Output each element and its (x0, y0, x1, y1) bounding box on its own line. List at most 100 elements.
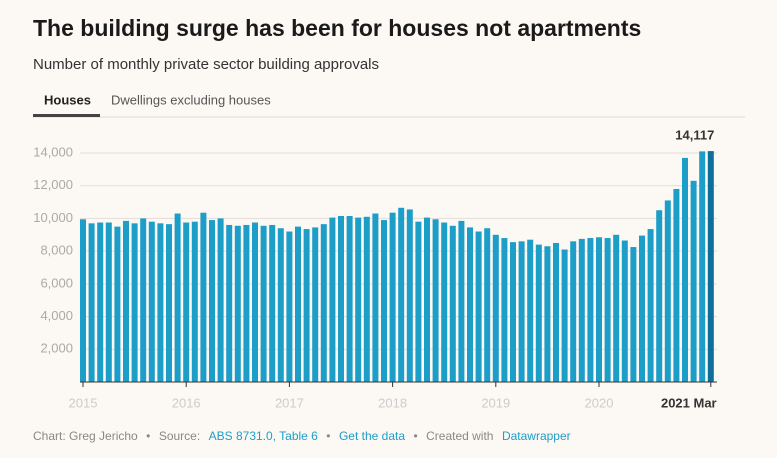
x-tick-label: 2015 (69, 395, 98, 410)
bar (105, 222, 112, 382)
bar (424, 217, 430, 382)
bar (269, 224, 276, 382)
bar (398, 207, 405, 382)
y-tick-label: 8,000 (40, 243, 73, 258)
bar (553, 242, 559, 382)
y-tick-label: 12,000 (33, 177, 73, 192)
bar (286, 231, 293, 382)
bar (630, 247, 637, 382)
value-label: 14,117 (675, 128, 714, 143)
separator: • (146, 429, 150, 443)
bar (501, 238, 508, 382)
bar (166, 224, 172, 382)
created-with: Created with (426, 429, 493, 443)
bar (518, 241, 525, 382)
bar (510, 242, 516, 382)
bar (467, 227, 473, 382)
bar (673, 188, 680, 382)
tab[interactable]: Dwellings excluding houses (111, 92, 271, 107)
bar (587, 238, 594, 382)
bar (441, 222, 448, 382)
bar (200, 212, 207, 382)
credit: Chart: Greg Jericho (33, 429, 138, 443)
bar (338, 215, 344, 382)
bar (312, 227, 319, 382)
x-tick-label: 2020 (585, 395, 614, 410)
active-tab-underline (33, 114, 100, 117)
bar (209, 220, 215, 382)
y-tick-label: 4,000 (40, 308, 73, 323)
bar (682, 157, 688, 382)
tab[interactable]: Houses (44, 92, 91, 107)
tool-link[interactable]: Datawrapper (502, 429, 571, 443)
bar (432, 219, 439, 382)
bar (123, 220, 129, 382)
source-label: Source: (159, 429, 200, 443)
bar (664, 200, 671, 382)
bar (303, 229, 310, 382)
bar (381, 220, 387, 382)
separator: • (413, 429, 417, 443)
bar (596, 237, 602, 382)
bar (415, 221, 422, 382)
bar (372, 213, 379, 382)
bar (621, 240, 628, 382)
bar (97, 222, 104, 382)
bar (174, 213, 181, 382)
bar (570, 241, 577, 382)
source-link[interactable]: ABS 8731.0, Table 6 (209, 429, 319, 443)
x-tick-label: 2021 Mar (661, 395, 717, 410)
bar (475, 231, 482, 382)
plot-area: 2,000 4,000 6,000 8,000 10,000 12,000 14,000 20… (33, 128, 717, 410)
bar (243, 224, 250, 382)
bar (544, 246, 551, 382)
bar (234, 225, 241, 382)
bar (604, 238, 611, 382)
bar (690, 180, 697, 382)
x-tick-label: 2018 (378, 395, 407, 410)
footer: Chart: Greg Jericho • Source: ABS 8731.0… (33, 428, 571, 445)
y-tick-label: 10,000 (33, 210, 73, 225)
bar (252, 222, 258, 382)
bar (656, 210, 663, 382)
bar (157, 223, 164, 382)
bar (639, 235, 645, 382)
bar (449, 225, 456, 382)
bar (492, 234, 499, 382)
bar (484, 228, 491, 382)
bar (183, 222, 190, 382)
bar (363, 216, 370, 382)
bar (355, 217, 362, 382)
bar (458, 220, 465, 382)
x-tick-label: 2016 (172, 395, 201, 410)
bar (277, 228, 284, 382)
bar (320, 224, 327, 382)
bar (329, 217, 336, 382)
bar (131, 223, 138, 382)
bar (561, 249, 568, 382)
bar (535, 244, 542, 382)
y-tick-label: 6,000 (40, 275, 73, 290)
bar (80, 219, 86, 382)
bar (389, 212, 396, 382)
y-tick-label: 2,000 (40, 341, 73, 356)
bar (114, 226, 121, 382)
bar (226, 224, 233, 382)
bar (406, 209, 413, 382)
bar (140, 218, 147, 382)
get-data-link[interactable]: Get the data (339, 429, 405, 443)
bar (707, 151, 714, 382)
bar (527, 239, 534, 382)
bar (613, 234, 620, 382)
chart-subtitle: Number of monthly private sector buildin… (33, 56, 379, 73)
y-tick-label: 14,000 (33, 144, 73, 159)
bar (148, 221, 155, 382)
bar (699, 151, 706, 382)
bar (191, 221, 198, 382)
bar (88, 223, 95, 382)
bar (578, 238, 585, 382)
bar (647, 229, 654, 382)
x-tick-label: 2019 (481, 395, 510, 410)
x-tick-label: 2017 (275, 395, 304, 410)
